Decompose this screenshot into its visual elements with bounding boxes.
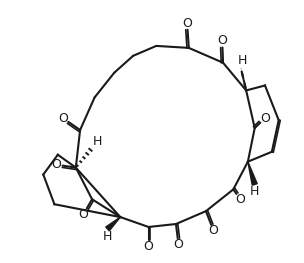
Polygon shape [248,162,257,185]
Polygon shape [106,217,120,231]
Text: H: H [92,135,102,148]
Text: O: O [209,224,219,237]
Text: O: O [51,158,61,171]
Text: O: O [143,240,154,253]
Text: H: H [250,185,259,198]
Text: O: O [78,208,88,221]
Text: O: O [58,112,68,125]
Text: O: O [260,112,270,125]
Text: O: O [182,17,192,30]
Text: H: H [238,54,247,67]
Text: O: O [174,238,184,251]
Text: O: O [217,34,227,47]
Text: H: H [103,230,112,243]
Text: O: O [235,193,245,206]
